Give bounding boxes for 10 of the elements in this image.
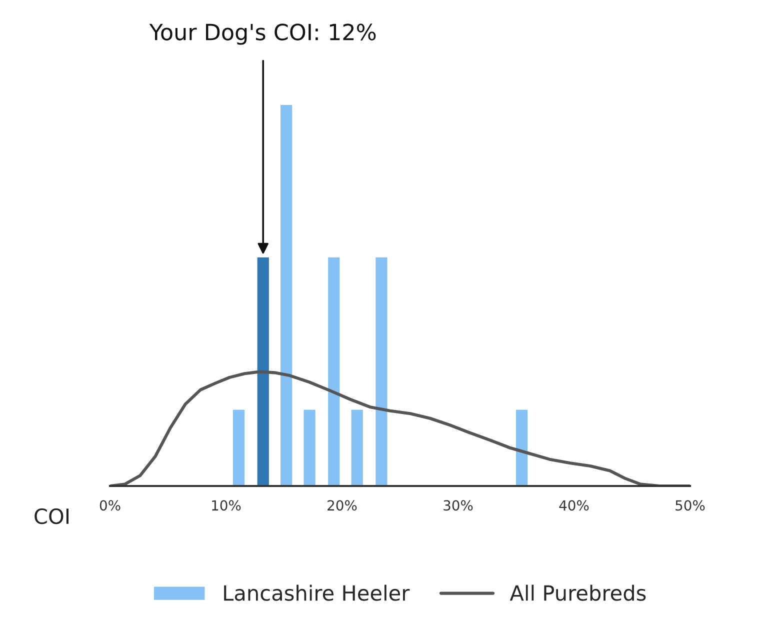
x-tick-label: 10% (212, 500, 241, 511)
x-tick-label: 0% (100, 500, 120, 511)
x-tick-label: 30% (444, 500, 473, 511)
x-tick-label: 50% (676, 500, 705, 511)
legend-label: All Purebreds (510, 584, 646, 601)
x-tick-label: 40% (559, 500, 589, 511)
x-tick-label: 20% (328, 500, 357, 511)
annotation: Your Dog's COI: 12% (149, 24, 376, 45)
legend-label: Lancashire Heeler (224, 584, 410, 601)
x-axis-title: COI (34, 508, 68, 524)
